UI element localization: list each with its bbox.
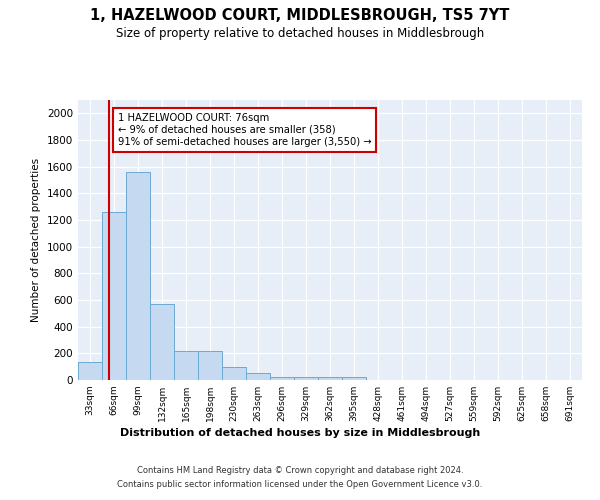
Text: Contains HM Land Registry data © Crown copyright and database right 2024.: Contains HM Land Registry data © Crown c… bbox=[137, 466, 463, 475]
Bar bbox=[294, 378, 318, 380]
Bar bbox=[126, 172, 150, 380]
Text: 1, HAZELWOOD COURT, MIDDLESBROUGH, TS5 7YT: 1, HAZELWOOD COURT, MIDDLESBROUGH, TS5 7… bbox=[91, 8, 509, 22]
Bar bbox=[198, 352, 222, 380]
Bar bbox=[222, 368, 246, 380]
Text: Distribution of detached houses by size in Middlesbrough: Distribution of detached houses by size … bbox=[120, 428, 480, 438]
Bar bbox=[342, 378, 366, 380]
Bar bbox=[246, 374, 270, 380]
Text: 1 HAZELWOOD COURT: 76sqm
← 9% of detached houses are smaller (358)
91% of semi-d: 1 HAZELWOOD COURT: 76sqm ← 9% of detache… bbox=[118, 114, 371, 146]
Bar bbox=[270, 376, 294, 380]
Bar bbox=[102, 212, 126, 380]
Bar bbox=[318, 378, 342, 380]
Text: Size of property relative to detached houses in Middlesbrough: Size of property relative to detached ho… bbox=[116, 28, 484, 40]
Text: Contains public sector information licensed under the Open Government Licence v3: Contains public sector information licen… bbox=[118, 480, 482, 489]
Bar bbox=[174, 352, 198, 380]
Y-axis label: Number of detached properties: Number of detached properties bbox=[31, 158, 41, 322]
Bar bbox=[150, 304, 174, 380]
Bar bbox=[78, 362, 102, 380]
